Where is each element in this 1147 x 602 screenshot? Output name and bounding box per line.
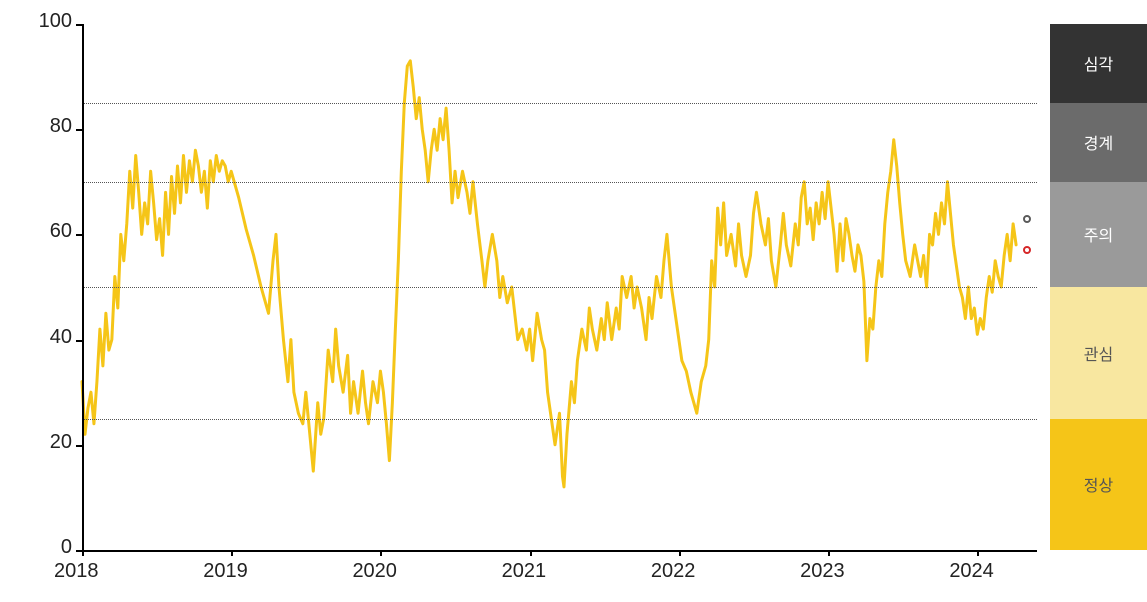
x-tick-mark (977, 550, 979, 556)
y-tick-label: 100 (39, 10, 72, 33)
threshold-gridline (84, 287, 1037, 288)
y-tick-label: 0 (61, 536, 72, 559)
y-tick-mark (76, 234, 82, 236)
x-tick-mark (530, 550, 532, 556)
y-tick-label: 20 (50, 431, 72, 454)
x-tick-mark (828, 550, 830, 556)
x-tick-label: 2021 (502, 560, 547, 583)
y-tick-mark (76, 445, 82, 447)
series-line (82, 61, 1016, 487)
plot-area (82, 24, 1037, 550)
y-tick-mark (76, 129, 82, 131)
x-tick-label: 2024 (949, 560, 994, 583)
highlight-marker (1023, 246, 1031, 254)
threshold-gridline (84, 419, 1037, 420)
x-axis-line (82, 550, 1037, 552)
legend-band: 심각 (1050, 24, 1147, 103)
chart-container: 심각경계주의관심정상 0 20 40 60 80 100 2018 2019 2020 2021 2… (0, 0, 1147, 602)
legend-band: 경계 (1050, 103, 1147, 182)
threshold-gridline (84, 182, 1037, 183)
y-tick-label: 40 (50, 326, 72, 349)
x-tick-mark (679, 550, 681, 556)
y-tick-mark (76, 24, 82, 26)
x-tick-label: 2022 (651, 560, 696, 583)
legend-band: 관심 (1050, 287, 1147, 419)
x-tick-mark (231, 550, 233, 556)
x-tick-label: 2020 (352, 560, 397, 583)
legend-band: 정상 (1050, 419, 1147, 551)
legend-band: 주의 (1050, 182, 1147, 287)
x-tick-label: 2019 (203, 560, 248, 583)
x-tick-mark (380, 550, 382, 556)
y-tick-mark (76, 340, 82, 342)
x-tick-mark (82, 550, 84, 556)
highlight-marker (1023, 215, 1031, 223)
risk-level-legend: 심각경계주의관심정상 (1050, 24, 1147, 550)
y-tick-label: 80 (50, 115, 72, 138)
x-tick-label: 2018 (54, 560, 99, 583)
x-tick-label: 2023 (800, 560, 845, 583)
y-tick-label: 60 (50, 220, 72, 243)
threshold-gridline (84, 103, 1037, 104)
